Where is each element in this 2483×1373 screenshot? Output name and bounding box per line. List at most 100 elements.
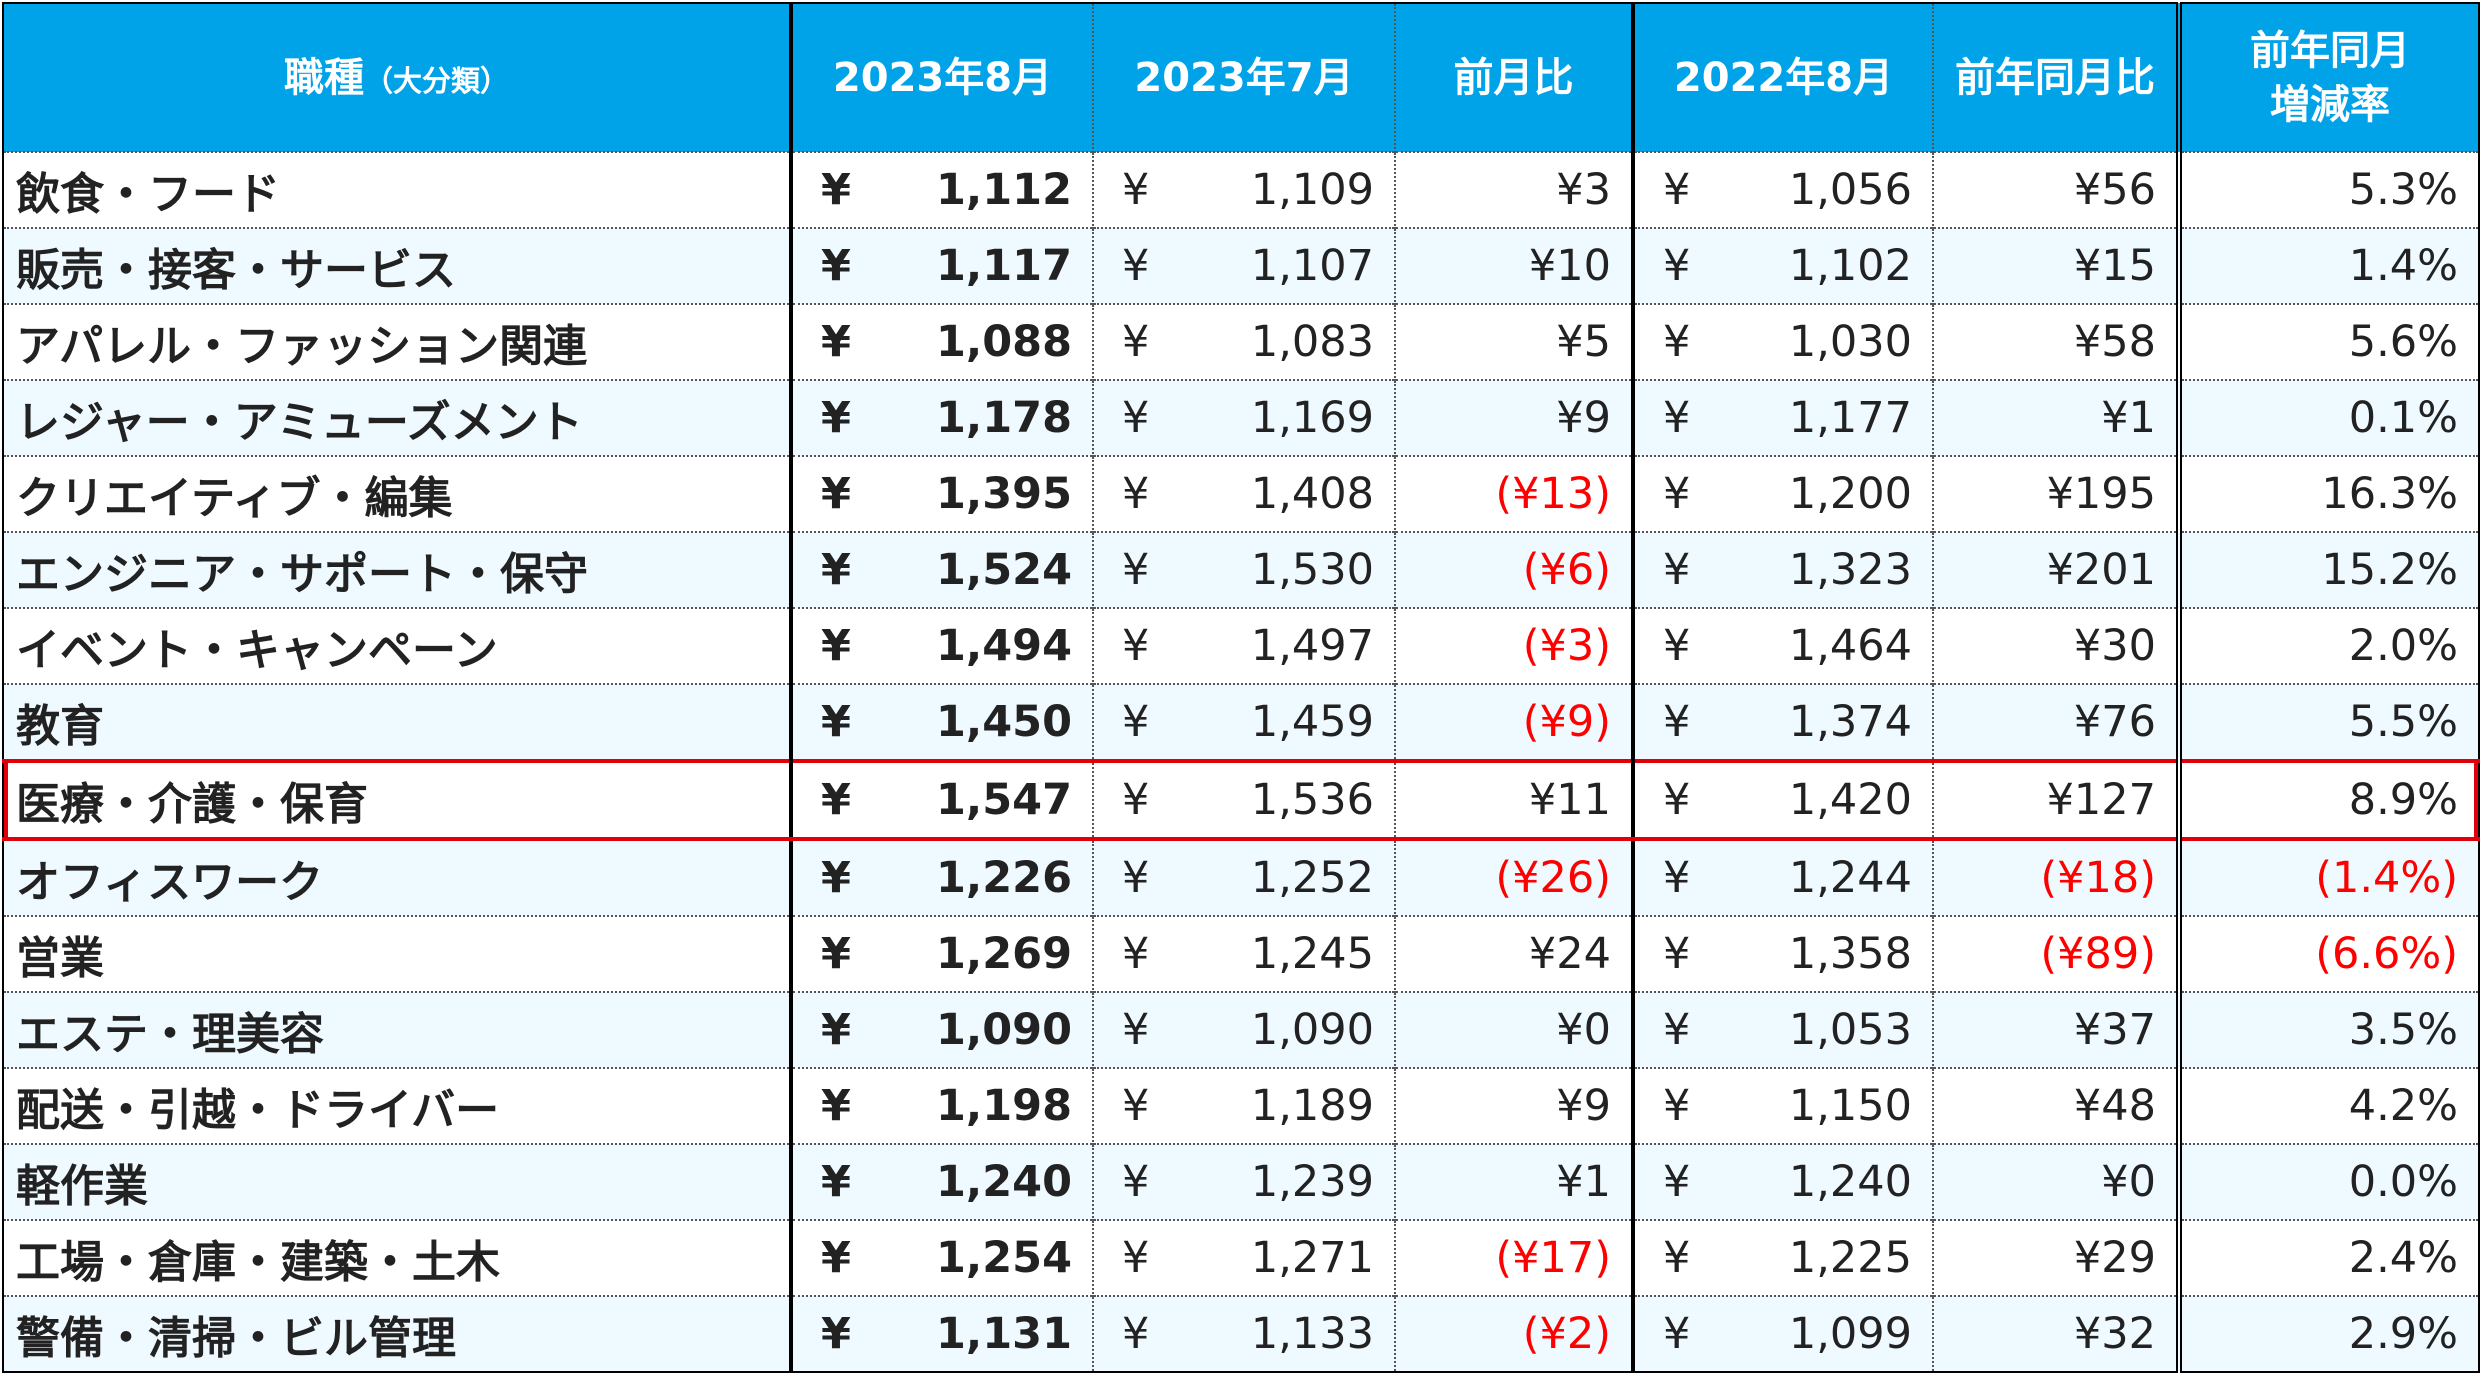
year-over-year-cell[interactable]: ¥127 [1932,759,2179,841]
aug-2022-cell[interactable]: ¥1,358 [1631,915,1933,992]
job-category-cell[interactable]: 販売・接客・サービス [3,227,791,304]
month-over-month-cell[interactable]: ¥5 [1394,303,1633,380]
aug-2023-cell[interactable]: ¥1,198 [789,1067,1093,1144]
yoy-rate-cell[interactable]: 5.3% [2176,151,2479,228]
job-category-cell[interactable]: レジャー・アミューズメント [3,379,791,456]
year-over-year-cell[interactable]: ¥30 [1932,607,2179,684]
month-over-month-cell[interactable]: (¥2) [1394,1295,1633,1372]
header-month-over-month[interactable]: 前月比 [1394,3,1633,152]
jul-2023-cell[interactable]: ¥1,530 [1092,531,1395,608]
yoy-rate-cell[interactable]: 8.9% [2176,759,2479,841]
jul-2023-cell[interactable]: ¥1,109 [1092,151,1395,228]
aug-2022-cell[interactable]: ¥1,323 [1631,531,1933,608]
yoy-rate-cell[interactable]: 4.2% [2176,1067,2479,1144]
yoy-rate-cell[interactable]: 1.4% [2176,227,2479,304]
month-over-month-cell[interactable]: (¥26) [1394,838,1633,916]
header-yoy-rate[interactable]: 前年同月 増減率 [2176,3,2479,152]
yoy-rate-cell[interactable]: 2.0% [2176,607,2479,684]
jul-2023-cell[interactable]: ¥1,239 [1092,1143,1395,1220]
month-over-month-cell[interactable]: ¥0 [1394,991,1633,1068]
month-over-month-cell[interactable]: ¥9 [1394,379,1633,456]
yoy-rate-cell[interactable]: 2.4% [2176,1219,2479,1296]
jul-2023-cell[interactable]: ¥1,245 [1092,915,1395,992]
jul-2023-cell[interactable]: ¥1,189 [1092,1067,1395,1144]
month-over-month-cell[interactable]: (¥17) [1394,1219,1633,1296]
jul-2023-cell[interactable]: ¥1,408 [1092,455,1395,532]
month-over-month-cell[interactable]: ¥1 [1394,1143,1633,1220]
jul-2023-cell[interactable]: ¥1,536 [1092,759,1395,841]
jul-2023-cell[interactable]: ¥1,252 [1092,838,1395,916]
yoy-rate-cell[interactable]: 5.6% [2176,303,2479,380]
year-over-year-cell[interactable]: ¥29 [1932,1219,2179,1296]
aug-2023-cell[interactable]: ¥1,450 [789,683,1093,761]
job-category-cell[interactable]: 警備・清掃・ビル管理 [3,1295,791,1372]
jul-2023-cell[interactable]: ¥1,271 [1092,1219,1395,1296]
aug-2023-cell[interactable]: ¥1,269 [789,915,1093,992]
job-category-cell[interactable]: 工場・倉庫・建築・土木 [3,1219,791,1296]
month-over-month-cell[interactable]: (¥6) [1394,531,1633,608]
year-over-year-cell[interactable]: ¥56 [1932,151,2179,228]
aug-2022-cell[interactable]: ¥1,225 [1631,1219,1933,1296]
job-category-cell[interactable]: 配送・引越・ドライバー [3,1067,791,1144]
year-over-year-cell[interactable]: ¥58 [1932,303,2179,380]
aug-2023-cell[interactable]: ¥1,131 [789,1295,1093,1372]
job-category-cell[interactable]: エンジニア・サポート・保守 [3,531,791,608]
yoy-rate-cell[interactable]: 15.2% [2176,531,2479,608]
jul-2023-cell[interactable]: ¥1,459 [1092,683,1395,761]
yoy-rate-cell[interactable]: (1.4%) [2176,838,2479,916]
job-category-cell[interactable]: 飲食・フード [3,151,791,228]
year-over-year-cell[interactable]: (¥18) [1932,838,2179,916]
yoy-rate-cell[interactable]: 5.5% [2176,683,2479,761]
month-over-month-cell[interactable]: ¥11 [1394,759,1633,841]
jul-2023-cell[interactable]: ¥1,497 [1092,607,1395,684]
aug-2023-cell[interactable]: ¥1,117 [789,227,1093,304]
month-over-month-cell[interactable]: (¥3) [1394,607,1633,684]
aug-2023-cell[interactable]: ¥1,112 [789,151,1093,228]
job-category-cell[interactable]: クリエイティブ・編集 [3,455,791,532]
header-aug-2022[interactable]: 2022年8月 [1631,3,1933,152]
month-over-month-cell[interactable]: (¥9) [1394,683,1633,761]
month-over-month-cell[interactable]: ¥3 [1394,151,1633,228]
jul-2023-cell[interactable]: ¥1,083 [1092,303,1395,380]
aug-2023-cell[interactable]: ¥1,088 [789,303,1093,380]
jul-2023-cell[interactable]: ¥1,169 [1092,379,1395,456]
aug-2023-cell[interactable]: ¥1,254 [789,1219,1093,1296]
year-over-year-cell[interactable]: ¥37 [1932,991,2179,1068]
aug-2022-cell[interactable]: ¥1,099 [1631,1295,1933,1372]
header-year-over-year[interactable]: 前年同月比 [1932,3,2179,152]
year-over-year-cell[interactable]: ¥32 [1932,1295,2179,1372]
job-category-cell[interactable]: 教育 [3,683,791,761]
job-category-cell[interactable]: 医療・介護・保育 [3,759,791,841]
year-over-year-cell[interactable]: ¥1 [1932,379,2179,456]
aug-2022-cell[interactable]: ¥1,150 [1631,1067,1933,1144]
aug-2023-cell[interactable]: ¥1,226 [789,838,1093,916]
year-over-year-cell[interactable]: ¥48 [1932,1067,2179,1144]
month-over-month-cell[interactable]: ¥10 [1394,227,1633,304]
month-over-month-cell[interactable]: ¥24 [1394,915,1633,992]
header-jul-2023[interactable]: 2023年7月 [1092,3,1395,152]
month-over-month-cell[interactable]: (¥13) [1394,455,1633,532]
yoy-rate-cell[interactable]: (6.6%) [2176,915,2479,992]
aug-2023-cell[interactable]: ¥1,090 [789,991,1093,1068]
aug-2022-cell[interactable]: ¥1,056 [1631,151,1933,228]
aug-2022-cell[interactable]: ¥1,200 [1631,455,1933,532]
aug-2023-cell[interactable]: ¥1,395 [789,455,1093,532]
aug-2022-cell[interactable]: ¥1,177 [1631,379,1933,456]
year-over-year-cell[interactable]: ¥195 [1932,455,2179,532]
aug-2022-cell[interactable]: ¥1,030 [1631,303,1933,380]
job-category-cell[interactable]: オフィスワーク [3,838,791,916]
aug-2022-cell[interactable]: ¥1,420 [1631,759,1933,841]
yoy-rate-cell[interactable]: 16.3% [2176,455,2479,532]
aug-2023-cell[interactable]: ¥1,240 [789,1143,1093,1220]
aug-2022-cell[interactable]: ¥1,240 [1631,1143,1933,1220]
year-over-year-cell[interactable]: ¥201 [1932,531,2179,608]
job-category-cell[interactable]: アパレル・ファッション関連 [3,303,791,380]
yoy-rate-cell[interactable]: 2.9% [2176,1295,2479,1372]
aug-2022-cell[interactable]: ¥1,102 [1631,227,1933,304]
aug-2023-cell[interactable]: ¥1,547 [789,759,1093,841]
aug-2022-cell[interactable]: ¥1,464 [1631,607,1933,684]
month-over-month-cell[interactable]: ¥9 [1394,1067,1633,1144]
job-category-cell[interactable]: 営業 [3,915,791,992]
job-category-cell[interactable]: エステ・理美容 [3,991,791,1068]
yoy-rate-cell[interactable]: 0.1% [2176,379,2479,456]
